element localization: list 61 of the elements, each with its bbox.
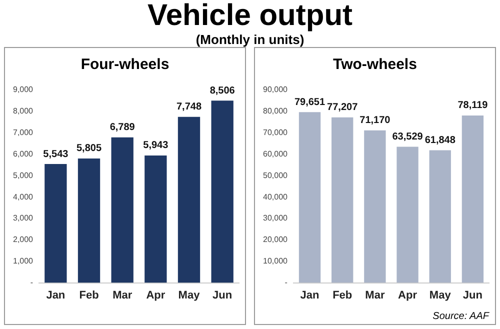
x-tick-label: May (178, 289, 201, 302)
y-tick-label: 40,000 (263, 192, 288, 202)
data-label: 6,789 (110, 122, 136, 134)
data-label: 5,943 (143, 140, 169, 152)
data-label: 8,506 (210, 85, 236, 96)
y-tick-label: 3,000 (12, 214, 34, 223)
y-tick-label: 20,000 (263, 235, 288, 244)
y-tick-label: 10,000 (263, 256, 288, 266)
bar (111, 137, 134, 283)
x-tick-label: May (429, 289, 452, 302)
y-tick-label: 5,000 (12, 170, 34, 180)
bar (211, 100, 234, 283)
data-label: 5,805 (76, 143, 102, 154)
bar (298, 112, 321, 283)
source-note: Source: AAF (432, 311, 489, 322)
x-tick-label: Mar (112, 289, 133, 302)
x-tick-label: Jan (300, 289, 320, 302)
bar (332, 117, 354, 283)
data-label: 63,529 (392, 131, 424, 142)
y-tick-label: 7,000 (12, 128, 34, 138)
x-tick-label: Mar (365, 289, 386, 302)
bar (364, 130, 386, 283)
bar (396, 146, 418, 283)
bar (178, 116, 200, 283)
text: Vehicle output (146, 0, 354, 32)
y-tick-label: 70,000 (263, 128, 288, 138)
y-tick-label: 60,000 (263, 149, 288, 158)
y-tick-label: 8,000 (12, 106, 34, 116)
data-label: 5,543 (43, 148, 69, 160)
y-tick-label: 9,000 (12, 85, 34, 94)
data-label: 77,207 (327, 102, 358, 114)
data-label: 7,748 (176, 102, 202, 113)
chart-title: Four-wheels (80, 56, 170, 73)
data-label: 61,848 (424, 135, 456, 146)
y-tick-label: 80,000 (263, 106, 288, 116)
data-label: 78,119 (458, 100, 488, 112)
x-tick-label: Apr (146, 289, 166, 302)
y-tick-label: 30,000 (263, 214, 288, 223)
bar (144, 155, 167, 283)
chart-title: Two-wheels (332, 56, 418, 73)
x-tick-label: Jun (212, 289, 232, 302)
data-label: 71,170 (360, 115, 391, 126)
bar (44, 164, 67, 283)
y-tick-label: 50,000 (263, 170, 288, 180)
y-tick-label: 4,000 (12, 192, 34, 202)
y-tick-label: 6,000 (12, 149, 34, 158)
x-tick-label: Feb (79, 289, 100, 302)
x-tick-label: Jun (462, 289, 483, 302)
y-tick-label: 90,000 (263, 85, 288, 94)
bar (429, 150, 451, 283)
text: (Monthly in units) (194, 32, 306, 47)
y-tick-label: 1,000 (12, 256, 34, 266)
bar (462, 115, 484, 283)
y-tick-label: - (284, 278, 288, 288)
y-tick-label: - (30, 278, 34, 288)
x-tick-label: Feb (332, 289, 352, 302)
x-tick-label: Jan (46, 289, 66, 302)
bar (78, 158, 100, 283)
data-label: 79,651 (294, 96, 326, 108)
y-tick-label: 2,000 (12, 235, 34, 244)
x-tick-label: Apr (398, 289, 418, 302)
